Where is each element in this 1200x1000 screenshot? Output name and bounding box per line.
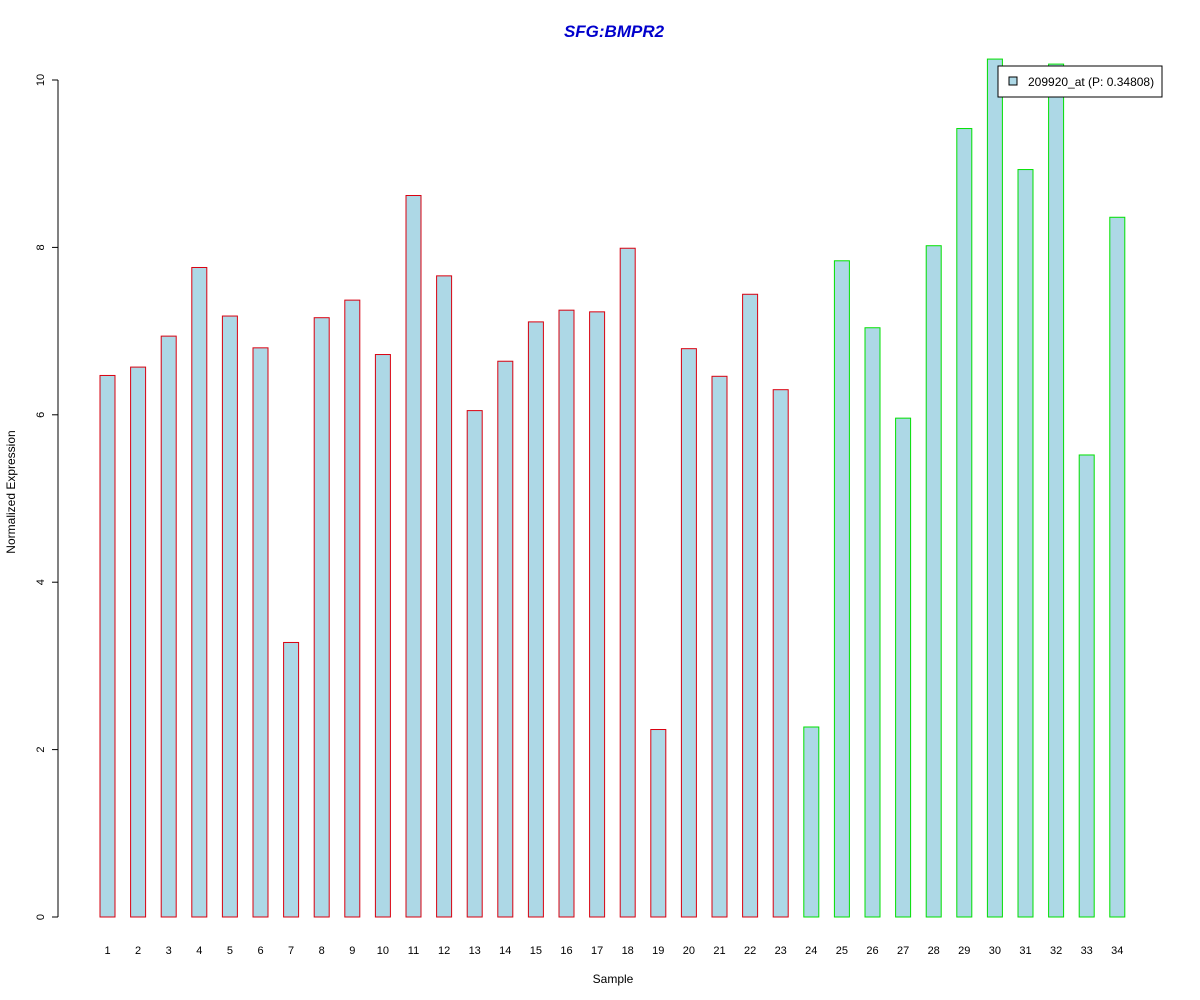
bar bbox=[527, 321, 544, 918]
x-tick-label: 20 bbox=[683, 945, 695, 957]
bar bbox=[864, 327, 881, 918]
x-tick-label: 10 bbox=[377, 945, 389, 957]
legend-box bbox=[997, 65, 1163, 98]
x-axis-tick-labels: 1 2 3 4 5 6 7 8 9 10 11 12 13 14 15 16 17 18 19 20 21 22 23 24 2… bbox=[104, 945, 1123, 957]
x-tick-label: 1 bbox=[104, 945, 110, 957]
y-tick-label: 2 bbox=[35, 747, 47, 753]
x-tick-label: 16 bbox=[560, 945, 572, 957]
x-tick-label: 22 bbox=[744, 945, 756, 957]
bar bbox=[589, 311, 606, 918]
x-tick-label: 18 bbox=[622, 945, 634, 957]
bar bbox=[986, 58, 1003, 918]
bar bbox=[130, 366, 147, 918]
bar bbox=[283, 641, 300, 918]
bar bbox=[1109, 216, 1126, 918]
x-tick-label: 21 bbox=[713, 945, 725, 957]
x-tick-label: 19 bbox=[652, 945, 664, 957]
x-tick-label: 4 bbox=[196, 945, 202, 957]
x-tick-label: 17 bbox=[591, 945, 603, 957]
bar bbox=[1078, 454, 1095, 918]
x-tick-label: 31 bbox=[1019, 945, 1031, 957]
bar bbox=[344, 299, 361, 918]
y-tick-label: 10 bbox=[35, 74, 47, 86]
x-tick-label: 27 bbox=[897, 945, 909, 957]
x-axis-label: Sample bbox=[593, 972, 634, 986]
x-tick-label: 28 bbox=[928, 945, 940, 957]
x-tick-label: 7 bbox=[288, 945, 294, 957]
bar bbox=[895, 417, 912, 918]
bar bbox=[374, 354, 391, 918]
x-tick-label: 11 bbox=[408, 945, 419, 957]
bar bbox=[405, 195, 422, 918]
bar bbox=[252, 347, 269, 918]
bar bbox=[956, 128, 973, 918]
legend-swatch bbox=[1008, 76, 1018, 86]
y-axis: 0 2 4 6 8 10 bbox=[35, 74, 59, 920]
bar bbox=[772, 389, 789, 918]
chart-title: SFG:BMPR2 bbox=[564, 22, 665, 41]
bar bbox=[833, 260, 850, 918]
bars bbox=[99, 58, 1126, 918]
y-tick-label: 8 bbox=[35, 244, 47, 250]
x-tick-label: 34 bbox=[1111, 945, 1123, 957]
x-tick-label: 14 bbox=[499, 945, 511, 957]
x-tick-label: 9 bbox=[349, 945, 355, 957]
bar bbox=[191, 266, 208, 918]
x-tick-label: 15 bbox=[530, 945, 542, 957]
bar bbox=[650, 729, 667, 918]
x-tick-label: 8 bbox=[319, 945, 325, 957]
y-tick-label: 0 bbox=[35, 914, 47, 920]
bar bbox=[1048, 63, 1065, 918]
y-tick-label: 4 bbox=[35, 579, 47, 585]
bar bbox=[221, 315, 238, 918]
x-tick-label: 12 bbox=[438, 945, 450, 957]
bar bbox=[313, 317, 330, 918]
bar bbox=[680, 348, 697, 918]
bar bbox=[1017, 169, 1034, 918]
bar bbox=[711, 375, 728, 918]
x-tick-label: 24 bbox=[805, 945, 817, 957]
x-tick-label: 32 bbox=[1050, 945, 1062, 957]
legend: 209920_at (P: 0.34808) bbox=[997, 65, 1163, 98]
x-tick-label: 29 bbox=[958, 945, 970, 957]
bar bbox=[160, 335, 177, 918]
x-tick-label: 33 bbox=[1081, 945, 1093, 957]
x-tick-label: 5 bbox=[227, 945, 233, 957]
x-tick-label: 23 bbox=[775, 945, 787, 957]
x-tick-label: 25 bbox=[836, 945, 848, 957]
y-axis-label: Normalized Expression bbox=[4, 430, 18, 553]
x-tick-label: 13 bbox=[469, 945, 481, 957]
bar bbox=[99, 374, 116, 918]
bar bbox=[436, 275, 453, 918]
legend-label: 209920_at (P: 0.34808) bbox=[1028, 75, 1154, 89]
y-tick-label: 6 bbox=[35, 412, 47, 418]
bar bbox=[497, 360, 514, 918]
bar bbox=[803, 726, 820, 918]
x-tick-label: 26 bbox=[866, 945, 878, 957]
x-tick-label: 6 bbox=[257, 945, 263, 957]
x-tick-label: 30 bbox=[989, 945, 1001, 957]
bar bbox=[742, 293, 759, 918]
bar bbox=[619, 247, 636, 918]
bar bbox=[466, 410, 483, 918]
x-tick-label: 2 bbox=[135, 945, 141, 957]
x-tick-label: 3 bbox=[166, 945, 172, 957]
bar bbox=[558, 309, 575, 918]
bar bbox=[925, 245, 942, 918]
